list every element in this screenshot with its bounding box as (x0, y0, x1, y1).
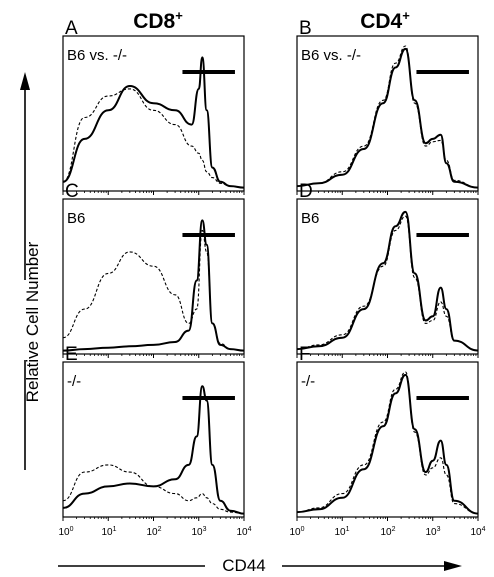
panel-d: D B6 (296, 181, 479, 358)
x-tick-labels-left: 100 101 102 103 104 (58, 526, 251, 538)
x-axis-title: CD44 (222, 556, 265, 575)
x-tick-label-left-4: 104 (236, 526, 251, 538)
panel-a-label: B6 vs. -/- (67, 47, 127, 64)
panel-e-label: -/- (67, 373, 81, 390)
panel-c-label: B6 (67, 210, 85, 227)
panel-e-solid-curve (62, 385, 245, 515)
x-tick-label-right-4: 104 (470, 526, 485, 538)
panel-a-solid-curve (62, 56, 245, 189)
panel-b: B B6 vs. -/- (296, 18, 479, 195)
panel-f-dashed-curve (296, 371, 479, 515)
histogram-panels: A B6 vs. -/- B B6 vs. -/- C B6 D B6 E -/- F -/- (62, 18, 479, 521)
panel-c-dashed-curve (62, 229, 245, 352)
panel-b-letter: B (299, 18, 312, 39)
x-tick-label-right-3: 103 (425, 526, 440, 538)
column-title-cd4: CD4+ (360, 8, 410, 33)
panel-f-label: -/- (301, 373, 315, 390)
panel-b-dashed-curve (296, 45, 479, 189)
panel-e-letter: E (65, 344, 78, 365)
y-axis-title: Relative Cell Number (23, 241, 42, 402)
panel-a: A B6 vs. -/- (62, 18, 245, 195)
panel-b-label: B6 vs. -/- (301, 47, 361, 64)
panel-f-letter: F (299, 344, 311, 365)
x-axis-arrow (58, 561, 462, 571)
x-tick-label-left-0: 100 (58, 526, 73, 538)
x-tick-label-left-2: 102 (146, 526, 161, 538)
panel-d-letter: D (299, 181, 313, 202)
x-tick-labels-right: 100 101 102 103 104 (289, 526, 485, 538)
panel-d-label: B6 (301, 210, 319, 227)
panel-c-frame (62, 198, 245, 355)
y-axis-arrow (20, 72, 30, 470)
panel-e: E -/- (62, 344, 245, 521)
panel-c-letter: C (65, 181, 79, 202)
x-tick-label-left-3: 103 (191, 526, 206, 538)
x-tick-label-right-2: 102 (380, 526, 395, 538)
panel-a-letter: A (65, 18, 78, 39)
x-tick-label-right-0: 100 (289, 526, 304, 538)
panel-f: F -/- (296, 344, 479, 521)
panel-b-solid-curve (296, 47, 479, 189)
x-tick-label-left-1: 101 (101, 526, 116, 538)
panel-d-dashed-curve (296, 215, 479, 352)
panel-c-solid-curve (62, 219, 245, 352)
panel-e-dashed-curve (62, 464, 245, 515)
panel-c: C B6 (62, 181, 245, 358)
x-tick-label-right-1: 101 (334, 526, 349, 538)
column-title-cd8: CD8+ (133, 8, 183, 33)
